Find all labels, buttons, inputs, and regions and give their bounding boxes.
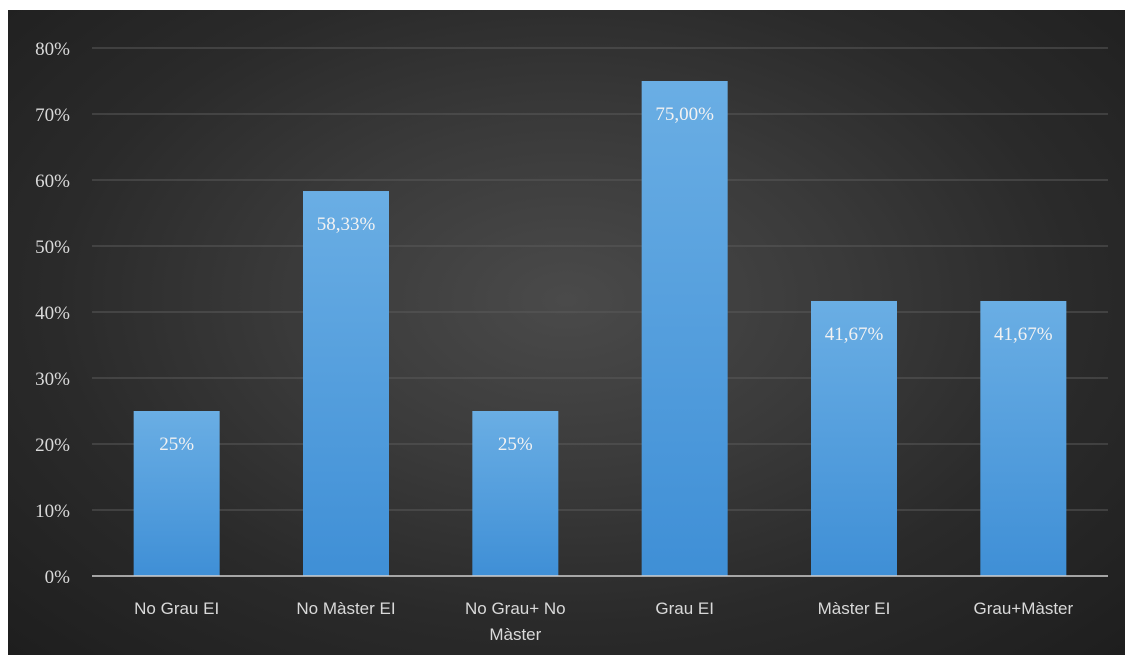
y-tick-label: 20% xyxy=(35,435,70,456)
data-label: 41,67% xyxy=(825,324,884,345)
bar xyxy=(811,300,897,576)
data-label: 25% xyxy=(159,434,194,455)
x-tick-label: No Grau EI xyxy=(134,599,219,618)
data-label: 58,33% xyxy=(317,214,376,235)
x-tick-label: Grau+Màster xyxy=(973,599,1073,618)
data-labels: 25% 58,33% 25% 75,00% 41,67% 41,67% xyxy=(159,104,1053,455)
y-tick-label: 50% xyxy=(35,237,70,258)
gridlines xyxy=(92,47,1108,511)
y-tick-label: 80% xyxy=(35,39,70,60)
data-label: 41,67% xyxy=(994,324,1053,345)
y-tick-label: 0% xyxy=(45,567,71,588)
y-tick-label: 60% xyxy=(35,171,70,192)
bar xyxy=(472,411,559,576)
data-label: 75,00% xyxy=(655,104,714,125)
data-label: 25% xyxy=(498,434,533,455)
x-tick-label: No Màster EI xyxy=(296,599,395,618)
bars xyxy=(133,81,1067,576)
bar xyxy=(303,191,389,576)
bar xyxy=(980,300,1067,576)
x-tick-label: Màster EI xyxy=(818,599,891,618)
x-tick-label: Màster xyxy=(489,625,541,644)
bar xyxy=(641,81,728,576)
y-tick-label: 10% xyxy=(35,501,70,522)
bar xyxy=(133,411,220,576)
y-tick-label: 30% xyxy=(35,369,70,390)
x-tick-label: Grau EI xyxy=(655,599,714,618)
x-tick-label: No Grau+ No xyxy=(465,599,566,618)
axes: 0% 10% 20% 30% 40% 50% 60% 70% 80% No Grau EI No M… xyxy=(35,39,1108,644)
y-tick-label: 40% xyxy=(35,303,70,324)
y-tick-label: 70% xyxy=(35,105,70,126)
